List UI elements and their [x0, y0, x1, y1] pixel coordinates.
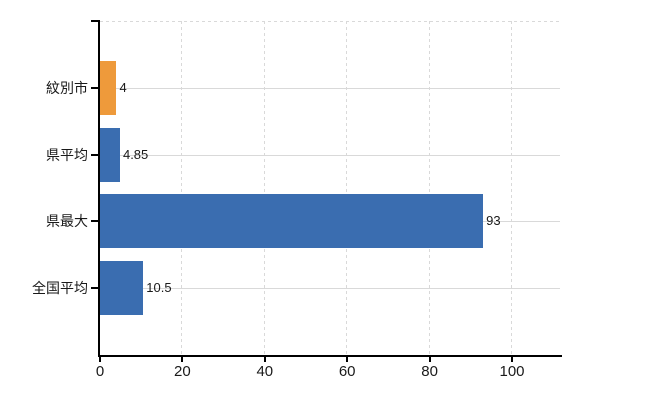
x-gridline	[181, 21, 183, 355]
x-axis-tick	[346, 357, 349, 362]
y-axis-tick	[91, 153, 100, 156]
x-axis-tick-label: 40	[256, 363, 274, 380]
plot-top-gridline	[100, 21, 560, 22]
x-gridline	[346, 21, 348, 355]
bar	[100, 194, 484, 249]
y-axis-end-tick	[91, 20, 100, 22]
y-axis-tick	[91, 220, 100, 223]
y-axis-tick	[91, 286, 100, 289]
bar	[100, 127, 120, 182]
x-axis-tick-label: 80	[421, 363, 438, 380]
bar-value-label: 93	[486, 213, 501, 229]
bar-value-label: 10.5	[146, 279, 172, 295]
x-axis-tick	[511, 357, 513, 362]
x-axis-tick	[99, 357, 101, 362]
y-axis-label: 県最大	[46, 213, 88, 230]
x-axis-tick	[263, 357, 266, 362]
x-gridline	[263, 21, 265, 355]
bar-value-label: 4.85	[122, 146, 149, 162]
bar	[100, 61, 117, 116]
x-gridline	[511, 21, 512, 355]
x-gridline	[428, 21, 430, 355]
bar	[100, 260, 144, 315]
category-gridline	[100, 155, 560, 156]
category-gridline	[100, 88, 560, 89]
x-axis-tick	[181, 357, 184, 362]
x-axis-tick-label: 0	[95, 363, 105, 380]
category-gridline	[100, 288, 560, 289]
y-axis-label: 全国平均	[32, 279, 88, 296]
y-axis-tick	[91, 87, 100, 90]
x-axis-tick	[428, 357, 431, 362]
y-axis-spine	[98, 20, 100, 357]
x-axis-spine	[98, 355, 562, 357]
y-axis-label: 紋別市	[46, 80, 88, 97]
bar-value-label: 4	[119, 80, 127, 96]
x-axis-tick-label: 20	[174, 363, 191, 380]
y-axis-label: 県平均	[46, 146, 88, 163]
x-axis-tick-label: 60	[338, 363, 356, 380]
x-axis-tick-label: 100	[499, 363, 525, 380]
